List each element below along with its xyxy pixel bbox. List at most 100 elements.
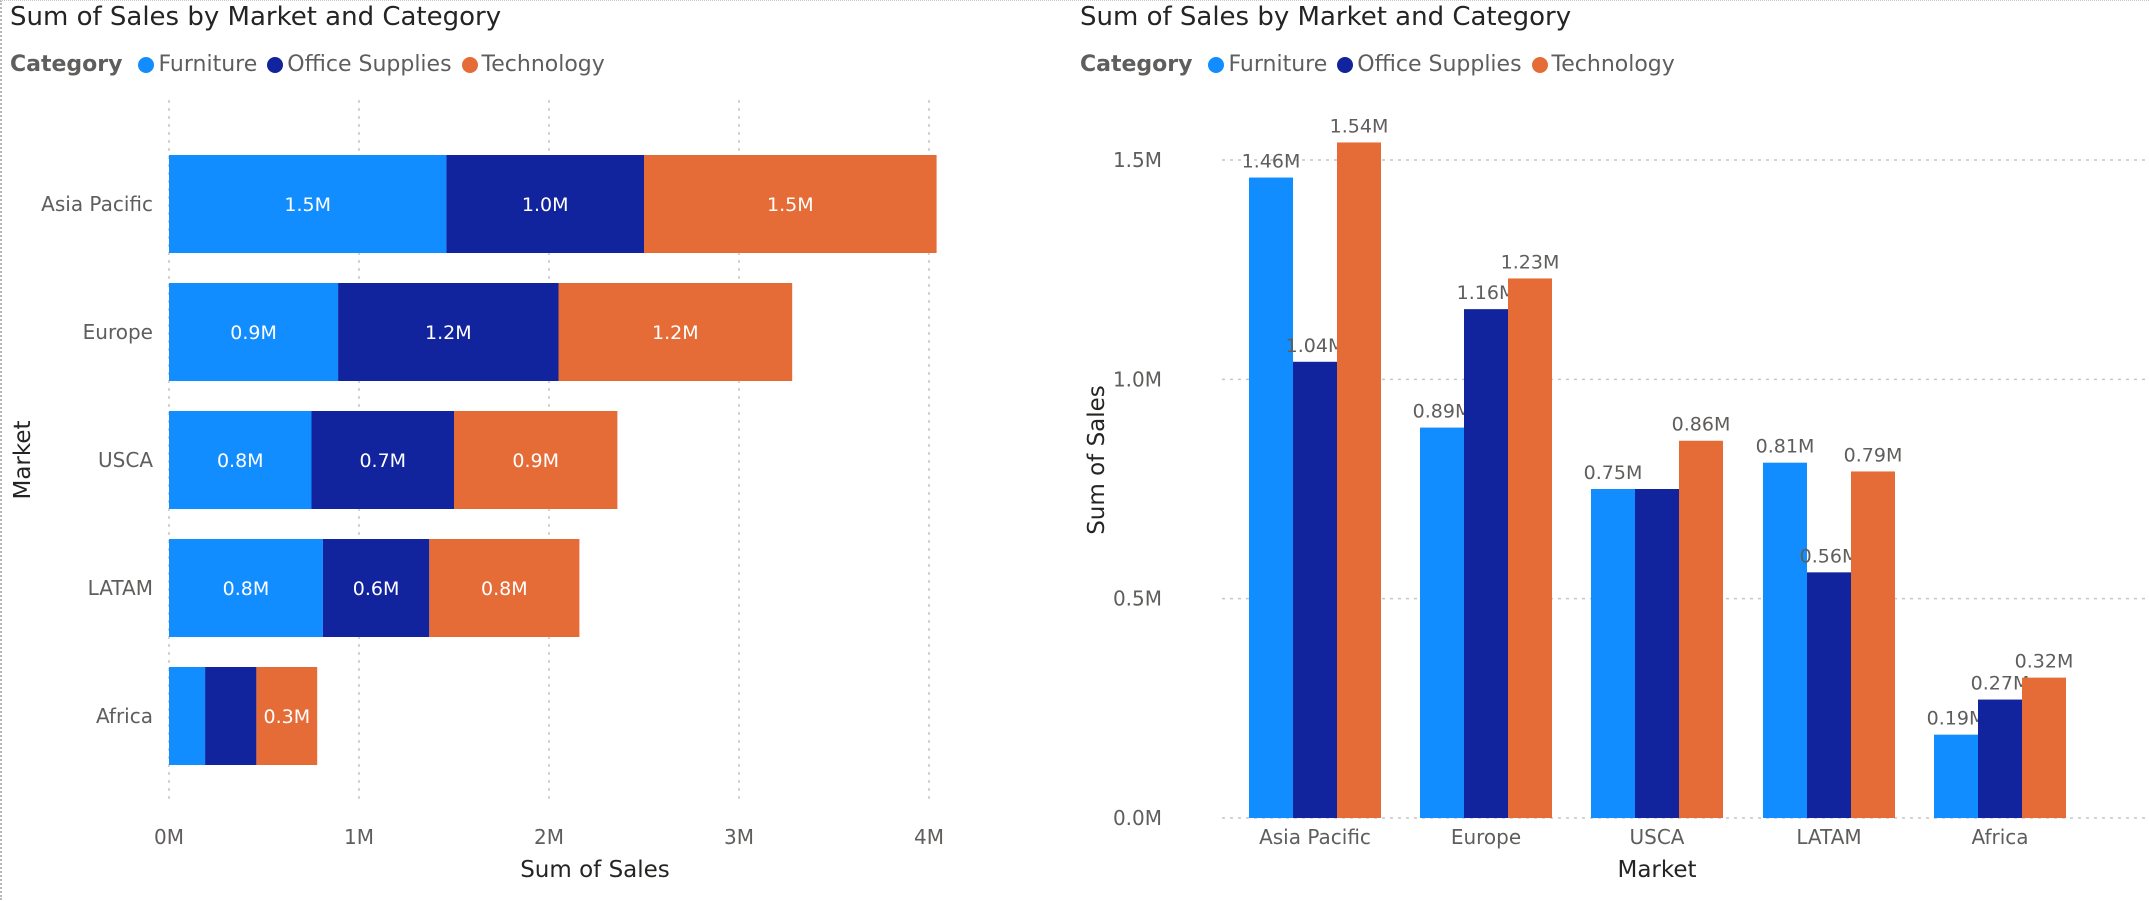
data-label: 0.7M bbox=[359, 450, 406, 472]
y-tick-label: Asia Pacific bbox=[41, 192, 153, 216]
x-axis-title: Sum of Sales bbox=[520, 857, 670, 883]
column-bar bbox=[1807, 572, 1851, 818]
column-bar bbox=[1591, 489, 1635, 818]
legend-item-label: Furniture bbox=[1228, 52, 1328, 77]
column-bar bbox=[1679, 440, 1723, 818]
legend-dot-icon bbox=[1531, 56, 1548, 73]
legend-dot-icon bbox=[138, 56, 155, 73]
data-label: 0.75M bbox=[1584, 462, 1643, 484]
data-label: 1.23M bbox=[1501, 251, 1560, 273]
y-axis-title: Sum of Sales bbox=[1084, 385, 1110, 535]
legend-dot-icon bbox=[1337, 56, 1354, 73]
chart-legend: Category Furniture Office Supplies Techn… bbox=[1080, 52, 1685, 77]
legend-item-label: Technology bbox=[481, 52, 605, 77]
data-label: 0.8M bbox=[223, 578, 270, 600]
legend-item-label: Technology bbox=[1551, 52, 1675, 77]
x-axis-title: Market bbox=[1617, 857, 1696, 883]
y-tick-label: Africa bbox=[96, 704, 153, 728]
data-label: 1.16M bbox=[1457, 282, 1516, 304]
bar-segment bbox=[644, 155, 937, 253]
bar-segment bbox=[558, 283, 793, 381]
legend-title: Category bbox=[1080, 52, 1193, 77]
column-bar bbox=[1934, 734, 1978, 818]
data-label: 1.04M bbox=[1286, 335, 1345, 357]
legend-item-furniture[interactable]: Furniture bbox=[1208, 52, 1327, 77]
legend-dot-icon bbox=[461, 56, 478, 73]
clustered-column-chart-plot: 0.0M 0.5M 1.0M 1.5M 1.46M 1.04M 1.54M Asia Paci… bbox=[1084, 115, 2149, 883]
column-bar bbox=[1249, 177, 1293, 819]
chart-title: Sum of Sales by Market and Category bbox=[1080, 2, 1572, 32]
column-bar bbox=[1851, 471, 1895, 818]
column-bar bbox=[1293, 361, 1337, 818]
legend-item-office-supplies[interactable]: Office Supplies bbox=[1337, 52, 1522, 77]
data-label: 1.2M bbox=[652, 322, 699, 344]
legend-item-label: Office Supplies bbox=[287, 52, 452, 77]
x-tick-label: LATAM bbox=[1796, 825, 1861, 849]
data-label: 1.5M bbox=[284, 194, 331, 216]
y-tick-label: 1.0M bbox=[1113, 367, 1162, 391]
y-axis-title: Market bbox=[10, 420, 36, 499]
legend-item-label: Office Supplies bbox=[1357, 52, 1522, 77]
legend-item-technology[interactable]: Technology bbox=[461, 52, 605, 77]
x-tick-label: 3M bbox=[724, 825, 754, 849]
bar-segment bbox=[169, 539, 323, 637]
chart-title: Sum of Sales by Market and Category bbox=[10, 2, 502, 32]
clustered-column-chart-visual[interactable]: Sum of Sales by Market and Category Cate… bbox=[1080, 0, 2149, 901]
data-label: 0.27M bbox=[1971, 673, 2030, 695]
data-label: 0.79M bbox=[1844, 444, 1903, 466]
data-label: 0.32M bbox=[2015, 651, 2074, 673]
bar-segment bbox=[256, 667, 318, 765]
bar-segment bbox=[338, 283, 559, 381]
column-bar bbox=[1464, 309, 1508, 818]
data-label: 0.8M bbox=[217, 450, 264, 472]
data-label: 0.89M bbox=[1413, 401, 1472, 423]
stacked-bar-chart-plot: 0M 1M 2M 3M 4M Asia Pacific 1.5M 1.0M 1.5M Europe… bbox=[10, 100, 944, 883]
bar-segment bbox=[169, 283, 339, 381]
x-tick-label: Asia Pacific bbox=[1259, 825, 1371, 849]
x-tick-label: Europe bbox=[1451, 825, 1521, 849]
x-tick-label: Africa bbox=[1971, 825, 2028, 849]
y-tick-label: 1.5M bbox=[1113, 148, 1162, 172]
data-label: 1.54M bbox=[1330, 115, 1389, 137]
legend-dot-icon bbox=[267, 56, 284, 73]
bar-segment bbox=[169, 667, 206, 765]
x-tick-label: 0M bbox=[154, 825, 184, 849]
column-bar bbox=[1635, 489, 1679, 818]
bar-segment bbox=[454, 411, 618, 509]
column-bar bbox=[1763, 462, 1807, 818]
data-label: 1.46M bbox=[1242, 151, 1301, 173]
data-label: 0.81M bbox=[1756, 436, 1815, 458]
legend-item-furniture[interactable]: Furniture bbox=[138, 52, 257, 77]
chart-legend: Category Furniture Office Supplies Techn… bbox=[10, 52, 615, 77]
data-label: 0.86M bbox=[1672, 414, 1731, 436]
column-bar bbox=[1978, 699, 2022, 818]
legend-dot-icon bbox=[1208, 56, 1225, 73]
legend-item-technology[interactable]: Technology bbox=[1531, 52, 1675, 77]
column-bar bbox=[2022, 677, 2066, 818]
bar-segment bbox=[322, 539, 430, 637]
data-label: 0.19M bbox=[1927, 708, 1986, 730]
data-label: 0.3M bbox=[263, 706, 310, 728]
data-label: 0.9M bbox=[230, 322, 277, 344]
data-label: 0.6M bbox=[353, 578, 400, 600]
legend-title: Category bbox=[10, 52, 123, 77]
y-tick-label: 0.0M bbox=[1113, 806, 1162, 830]
legend-item-label: Furniture bbox=[158, 52, 258, 77]
x-tick-label: 1M bbox=[344, 825, 374, 849]
bar-segment bbox=[205, 667, 257, 765]
x-tick-label: 2M bbox=[534, 825, 564, 849]
stacked-bar-chart-visual[interactable]: Sum of Sales by Market and Category Cate… bbox=[10, 0, 1070, 901]
data-label: 0.8M bbox=[481, 578, 528, 600]
column-bar bbox=[1508, 278, 1552, 818]
data-label: 0.9M bbox=[512, 450, 559, 472]
bar-segment bbox=[311, 411, 454, 509]
column-bar bbox=[1420, 427, 1464, 818]
bar-segment bbox=[169, 155, 447, 253]
legend-item-office-supplies[interactable]: Office Supplies bbox=[267, 52, 452, 77]
y-tick-label: LATAM bbox=[88, 576, 153, 600]
data-label: 1.2M bbox=[425, 322, 472, 344]
data-label: 1.5M bbox=[767, 194, 814, 216]
bar-segment bbox=[446, 155, 644, 253]
column-bar bbox=[1337, 142, 1381, 818]
